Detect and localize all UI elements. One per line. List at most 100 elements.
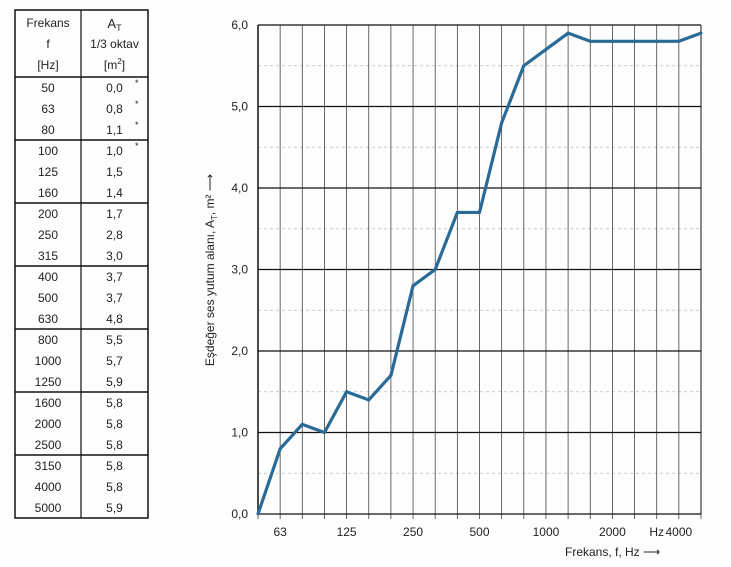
data-point xyxy=(389,373,393,377)
y-tick-label: 6,0 xyxy=(231,18,248,32)
data-point xyxy=(699,31,703,35)
table-cell-value: 3,0 xyxy=(106,249,123,263)
y-tick-label: 3,0 xyxy=(231,263,248,277)
data-point xyxy=(655,39,659,43)
data-point xyxy=(256,512,260,516)
data-point xyxy=(522,64,526,68)
data-point xyxy=(544,47,548,51)
data-point xyxy=(588,39,592,43)
table-cell-frequency: 4000 xyxy=(35,480,62,494)
x-tick-label: 4000 xyxy=(665,525,692,539)
table-cell-value: 1,4 xyxy=(106,186,123,200)
data-point xyxy=(411,284,415,288)
table-row: 2500 5,8 xyxy=(35,438,124,452)
y-tick-label: 4,0 xyxy=(231,181,248,195)
table-cell-frequency: 160 xyxy=(38,186,58,200)
table-cell-value: 5,9 xyxy=(106,501,123,515)
data-point xyxy=(278,447,282,451)
table-cell-frequency: 2000 xyxy=(35,417,62,431)
table-header-frequency: [Hz] xyxy=(37,58,58,72)
data-point xyxy=(455,210,459,214)
table-cell-frequency: 200 xyxy=(38,207,58,221)
table-cell-mark: * xyxy=(135,78,139,88)
data-point xyxy=(433,268,437,271)
table-cell-frequency: 50 xyxy=(41,81,55,95)
table-header-frequency: f xyxy=(46,37,50,51)
table-cell-value: 0,0 xyxy=(106,81,123,95)
x-tick-label: Hz xyxy=(649,525,664,539)
table-cell-frequency: 1250 xyxy=(35,375,62,389)
data-point xyxy=(300,422,304,426)
table-cell-value: 5,7 xyxy=(106,354,123,368)
table-cell-frequency: 630 xyxy=(38,312,58,326)
table-cell-frequency: 80 xyxy=(41,123,55,137)
y-tick-label: 2,0 xyxy=(231,344,248,358)
y-axis-label: Eşdeğer ses yutum alanı, AT, m² ⟶ xyxy=(203,174,219,366)
table-cell-value: 1,1 xyxy=(106,123,123,137)
table-header-band: 1/3 oktav xyxy=(90,37,139,51)
table-row: 1000 5,7 xyxy=(35,354,124,368)
y-tick-label: 5,0 xyxy=(231,100,248,114)
table-row: 630 4,8 xyxy=(38,312,123,326)
table-cell-value: 1,0 xyxy=(106,144,123,158)
table-cell-value: 5,5 xyxy=(106,333,123,347)
table-cell-mark: * xyxy=(135,141,139,151)
table-cell-value: 5,8 xyxy=(106,459,123,473)
table-cell-frequency: 5000 xyxy=(35,501,62,515)
table-row: 3150 5,8 xyxy=(35,459,124,473)
table-cell-frequency: 2500 xyxy=(35,438,62,452)
table-row: 1250 5,9 xyxy=(35,375,124,389)
x-tick-label: 125 xyxy=(337,525,357,539)
table-cell-value: 3,7 xyxy=(106,270,123,284)
table-header-unit: [m2] xyxy=(104,57,125,72)
data-point xyxy=(677,39,681,43)
table-cell-value: 2,8 xyxy=(106,228,123,242)
table-row: 80 1,1 * xyxy=(41,120,139,137)
table-cell-value: 5,8 xyxy=(106,417,123,431)
table-cell-frequency: 125 xyxy=(38,165,58,179)
table-row: 250 2,8 xyxy=(38,228,123,242)
y-tick-label: 0,0 xyxy=(231,507,248,521)
table-cell-value: 3,7 xyxy=(106,291,123,305)
table-row: 800 5,5 xyxy=(38,333,123,347)
x-tick-label: 250 xyxy=(403,525,423,539)
data-point xyxy=(345,390,349,394)
table-cell-mark: * xyxy=(135,99,139,109)
table-cell-frequency: 250 xyxy=(38,228,58,242)
table-row: 5000 5,9 xyxy=(35,501,124,515)
table-cell-frequency: 500 xyxy=(38,291,58,305)
table-cell-value: 5,9 xyxy=(106,375,123,389)
data-point xyxy=(478,210,481,214)
table-row: 160 1,4 xyxy=(38,186,123,200)
x-tick-label: 63 xyxy=(273,525,287,539)
table-row: 50 0,0 * xyxy=(41,78,139,95)
table-cell-value: 4,8 xyxy=(106,312,123,326)
table-row: 500 3,7 xyxy=(38,291,123,305)
table-cell-value: 5,8 xyxy=(106,438,123,452)
x-tick-label: 500 xyxy=(469,525,489,539)
table-header-frequency: Frekans xyxy=(26,16,69,30)
data-point xyxy=(566,31,570,35)
data-point xyxy=(322,431,326,434)
table-row: 125 1,5 xyxy=(38,165,123,179)
table-cell-frequency: 3150 xyxy=(35,459,62,473)
table-cell-frequency: 1000 xyxy=(35,354,62,368)
table-cell-value: 1,7 xyxy=(106,207,123,221)
table-row: 63 0,8 * xyxy=(41,99,139,116)
table-cell-value: 1,5 xyxy=(106,165,123,179)
table-cell-frequency: 400 xyxy=(38,270,58,284)
table-row: 200 1,7 xyxy=(38,207,123,221)
table-row: 1600 5,8 xyxy=(35,396,124,410)
table-row: 400 3,7 xyxy=(38,270,123,284)
data-point xyxy=(633,39,637,43)
table-cell-frequency: 315 xyxy=(38,249,58,263)
chart: 0,0 1,0 2,0 3,0 4,0 5,0 6,0 63 125 250 500 1000 2000… xyxy=(203,18,703,559)
data-point xyxy=(610,39,614,43)
table-cell-value: 0,8 xyxy=(106,102,123,116)
table-cell-value: 5,8 xyxy=(106,480,123,494)
data-point xyxy=(500,121,504,125)
x-axis-label: Frekans, f, Hz ⟶ xyxy=(565,545,660,559)
table-row: 100 1,0 * xyxy=(38,141,139,158)
